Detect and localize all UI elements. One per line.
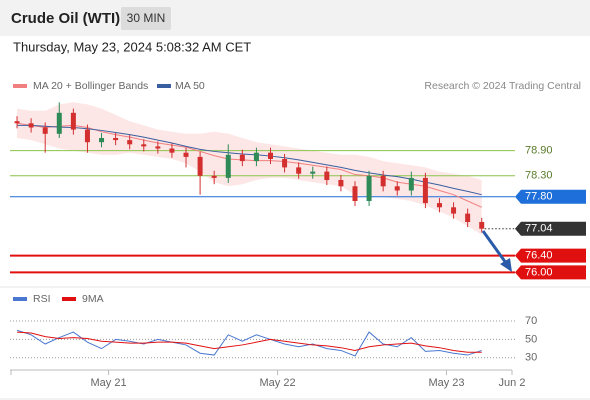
legend-swatch [62,297,76,301]
indicator-line [16,329,482,357]
candle-body [113,138,119,141]
candle-body [127,140,133,145]
candle-body [253,152,259,162]
x-tick-label: May 21 [91,377,127,389]
interval-badge[interactable] [121,7,171,30]
arrow-shaft [481,230,508,264]
legend-swatch [157,84,171,88]
level-label: 77.04 [525,223,553,235]
candle-body [338,180,344,187]
candle-body [310,171,316,174]
y-tick-label: 70 [525,315,537,327]
level-tag [515,265,586,280]
candle-body [239,154,245,162]
candle-body [84,129,90,143]
forecast-arrow [481,230,512,272]
candle-body [296,167,302,174]
candle-body [324,171,330,180]
candle-body [56,112,62,134]
level-label: 78.90 [525,145,553,157]
candle-body [394,186,400,191]
candle-body [380,175,386,187]
candle-body [282,159,288,168]
level-tag [515,221,586,236]
candle-body [155,146,161,149]
level-tag [515,248,586,263]
candle-body [28,123,34,128]
legend-label: MA 50 [175,80,205,92]
candle-body [183,152,189,157]
x-tick-label: Jun 2 [499,377,526,389]
timestamp: Thursday, May 23, 2024 5:08:32 AM CET [13,39,251,54]
candle-body [169,148,175,153]
candle-body [141,144,147,147]
level-label: 76.40 [525,250,553,262]
level-label: 78.30 [525,170,553,182]
candle-body [99,138,105,143]
legend-label: 9MA [82,293,104,305]
level-tag [515,189,586,204]
legend-label: MA 20 + Bollinger Bands [33,80,148,92]
candle-body [422,177,428,204]
candle-body [479,222,485,229]
candle-body [366,175,372,201]
arrow-head [500,258,512,272]
candle-body [352,186,358,201]
candle-body [436,203,442,208]
candle-body [465,213,471,222]
legend-swatch [13,297,27,301]
candle-body [225,154,231,178]
candle-body [42,127,48,134]
instrument-title: Crude Oil (WTI) [11,10,120,27]
candle-body [197,156,203,176]
x-tick-label: May 22 [260,377,296,389]
candle-body [408,177,414,191]
y-tick-label: 50 [525,333,537,345]
header-bar [0,0,590,36]
interval-label: 30 MIN [127,11,166,25]
x-tick-label: May 23 [428,377,464,389]
candle-body [211,175,217,178]
level-label: 77.80 [525,191,553,203]
legend-swatch [13,84,27,88]
candle-body [70,112,76,130]
candle-body [268,152,274,159]
candle-body [14,121,20,124]
candle-body [451,207,457,214]
bollinger-band [17,102,482,235]
y-tick-label: 30 [525,352,537,364]
level-label: 76.00 [525,266,553,278]
ma-line [17,124,482,196]
indicator-line [17,331,482,353]
source: Research © 2024 Trading Central [424,80,581,92]
legend-label: RSI [33,293,51,305]
